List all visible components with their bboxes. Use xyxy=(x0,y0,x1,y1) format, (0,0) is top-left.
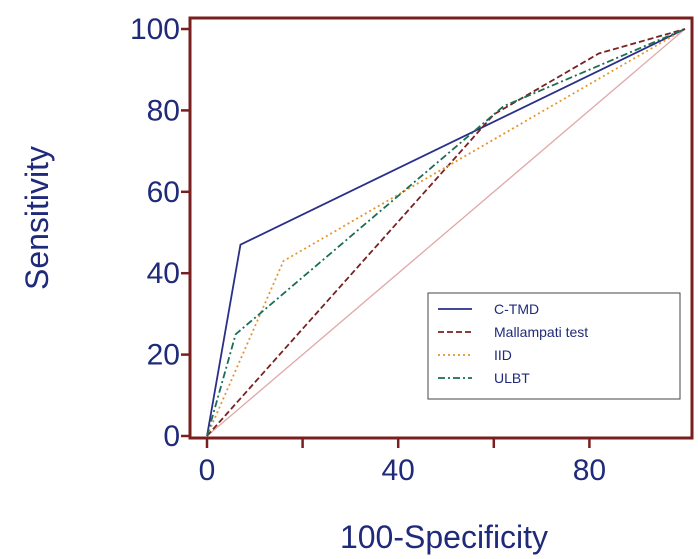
legend: C-TMD Mallampati test IID ULBT xyxy=(427,292,681,400)
y-tick-label: 40 xyxy=(147,257,180,290)
y-tick-label: 20 xyxy=(147,339,180,372)
x-tick-label: 40 xyxy=(382,454,415,487)
x-tick-label: 0 xyxy=(199,454,216,487)
series-line-0 xyxy=(206,28,686,437)
series-line-2 xyxy=(206,28,686,437)
x-axis-title: 100-Specificity xyxy=(340,519,548,555)
y-tick-label: 60 xyxy=(147,176,180,209)
axis-ticks: 0 20 40 60 80 100 0 40 80 xyxy=(130,13,606,487)
legend-label: IID xyxy=(494,347,512,363)
series-line-1 xyxy=(206,28,686,437)
y-tick-label: 0 xyxy=(163,420,180,453)
y-axis-title: Sensitivity xyxy=(19,146,55,290)
legend-label: C-TMD xyxy=(494,301,539,317)
reference-diagonal-line xyxy=(206,28,686,437)
legend-label: ULBT xyxy=(494,370,530,386)
y-tick-label: 100 xyxy=(130,13,180,46)
series-line-3 xyxy=(206,28,686,437)
legend-label: Mallampati test xyxy=(494,324,588,340)
reference-line-group xyxy=(206,28,686,437)
series-lines xyxy=(206,28,686,437)
x-tick-label: 80 xyxy=(573,454,606,487)
y-tick-label: 80 xyxy=(147,94,180,127)
legend-box xyxy=(427,292,681,400)
